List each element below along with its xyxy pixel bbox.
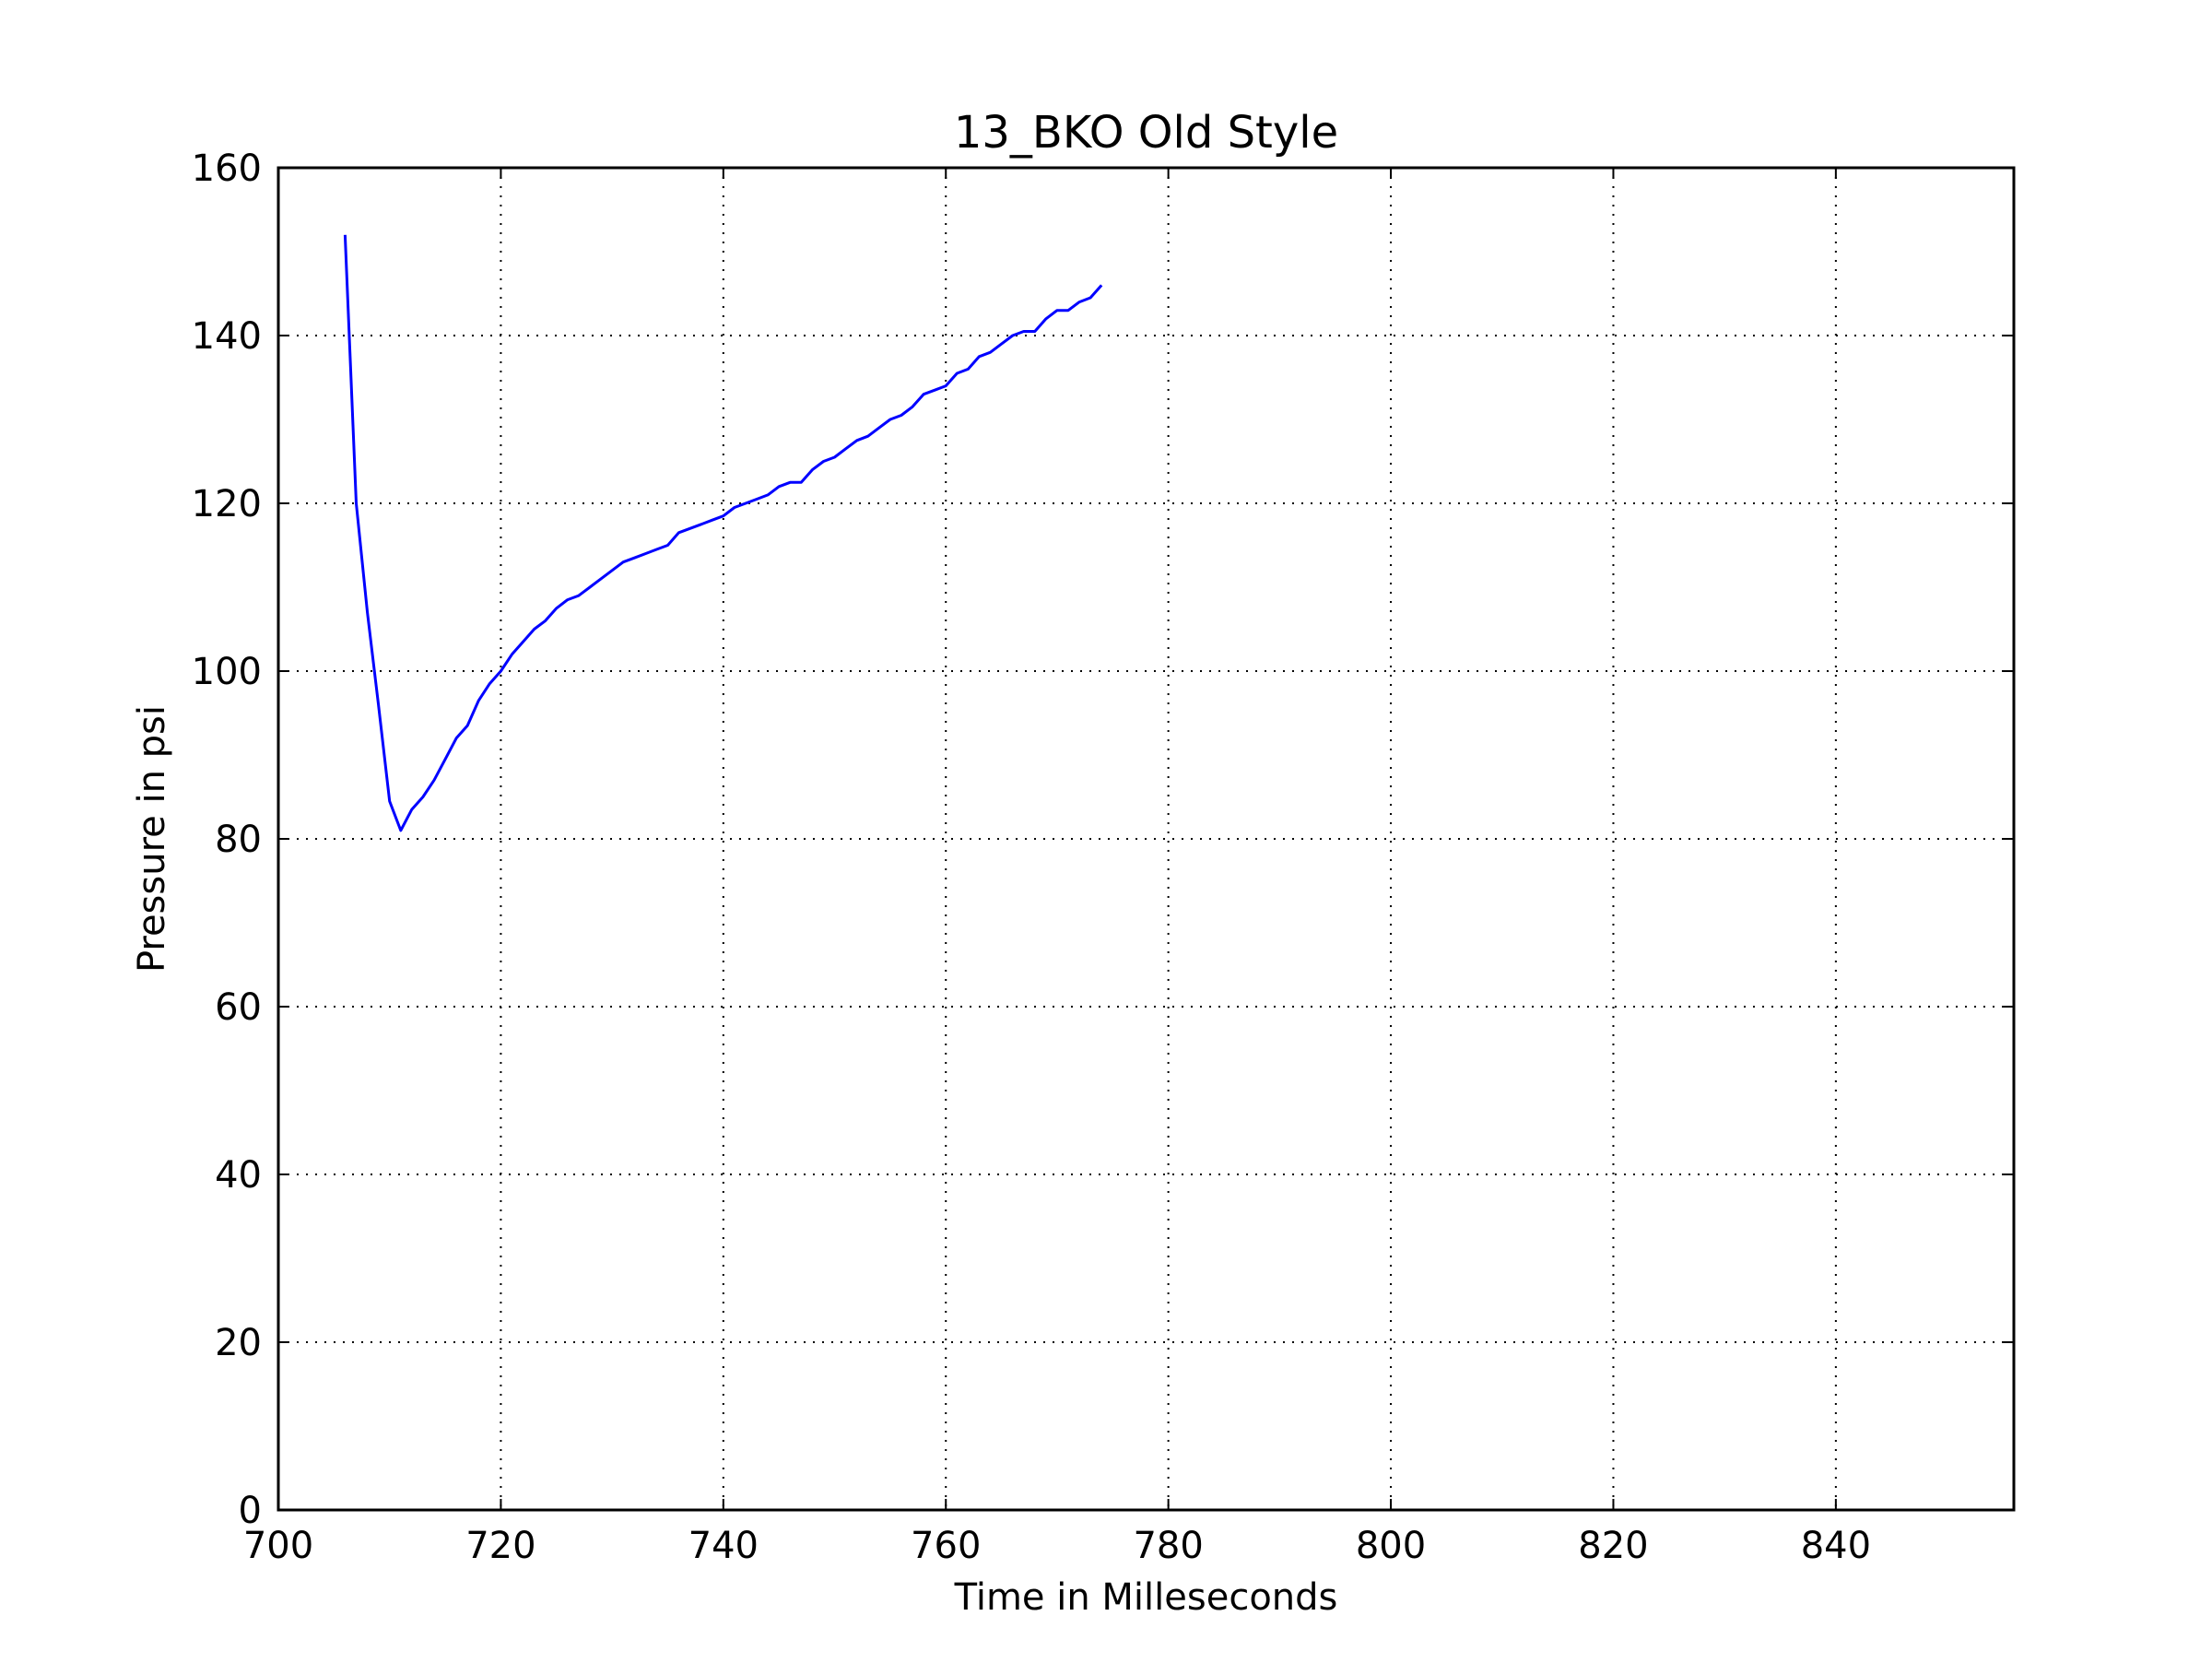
x-tick-label: 820 <box>1578 1525 1648 1567</box>
x-tick-label: 780 <box>1133 1525 1203 1567</box>
x-axis-label: Time in Milleseconds <box>954 1576 1338 1619</box>
x-tick-label: 700 <box>243 1525 313 1567</box>
y-tick-label: 60 <box>215 986 262 1029</box>
y-tick-label: 40 <box>215 1154 262 1197</box>
y-tick-label: 0 <box>239 1490 262 1532</box>
y-tick-label: 140 <box>192 315 262 358</box>
x-tick-label: 800 <box>1356 1525 1426 1567</box>
y-tick-label: 20 <box>215 1322 262 1364</box>
chart-title: 13_BKO Old Style <box>954 107 1338 159</box>
y-tick-label: 80 <box>215 819 262 861</box>
axis-ticks: 700 720 740 760 780 800 820 840 0 20 40 60 80 100 120 1… <box>192 147 2014 1567</box>
x-tick-label: 720 <box>465 1525 535 1567</box>
x-tick-label: 760 <box>911 1525 981 1567</box>
y-tick-label: 160 <box>192 147 262 190</box>
data-series <box>343 234 1103 832</box>
y-tick-label: 100 <box>192 651 262 693</box>
y-axis-label: Pressure in psi <box>131 705 173 973</box>
y-tick-label: 120 <box>192 483 262 525</box>
grid-lines <box>278 168 2014 1510</box>
pressure-series-line <box>343 234 1103 832</box>
x-tick-label: 840 <box>1801 1525 1871 1567</box>
x-tick-label: 740 <box>688 1525 759 1567</box>
